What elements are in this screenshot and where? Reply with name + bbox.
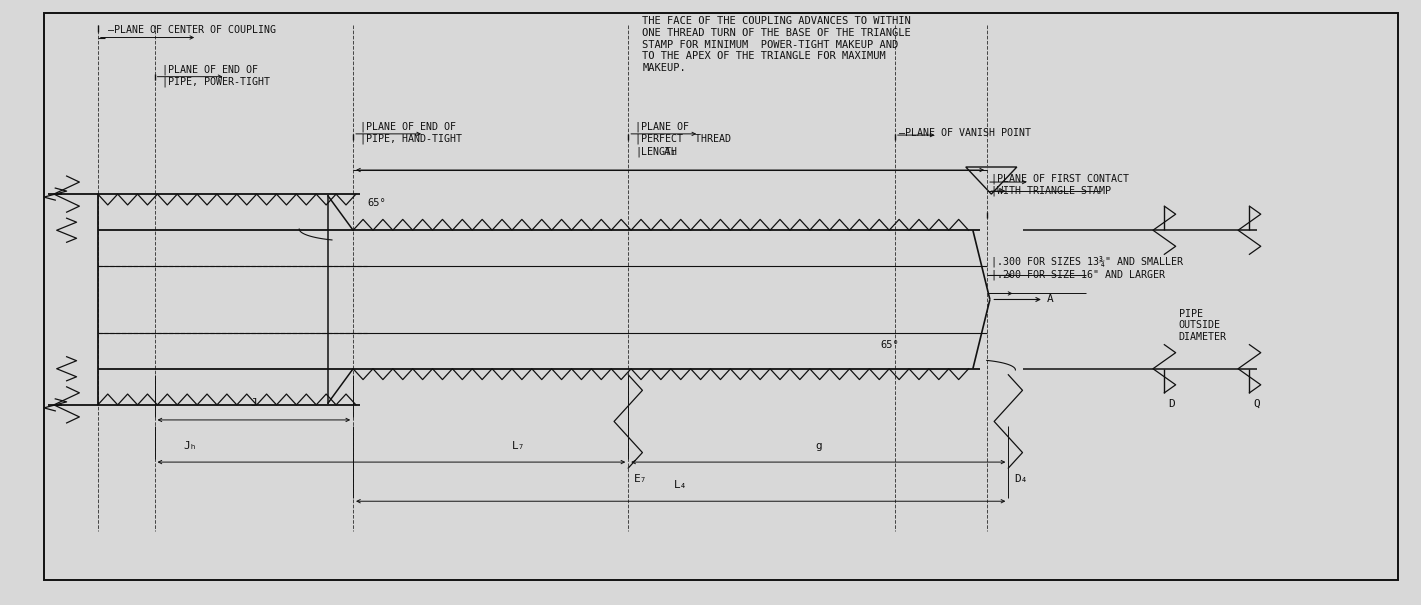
Text: L₄: L₄: [674, 480, 688, 491]
Text: |PLANE OF END OF
|PIPE, POWER-TIGHT: |PLANE OF END OF |PIPE, POWER-TIGHT: [162, 65, 270, 87]
Text: |.300 FOR SIZES 13¾" AND SMALLER
|.200 FOR SIZE 16" AND LARGER: |.300 FOR SIZES 13¾" AND SMALLER |.200 F…: [992, 257, 1184, 280]
Text: —PLANE OF VANISH POINT: —PLANE OF VANISH POINT: [899, 128, 1032, 138]
Text: 65°: 65°: [367, 198, 387, 208]
Text: Jₕ: Jₕ: [183, 441, 196, 451]
Text: Q: Q: [1253, 399, 1260, 409]
Text: D₄: D₄: [1015, 474, 1027, 484]
Text: 65°: 65°: [881, 339, 899, 350]
Text: —PLANE OF CENTER OF COUPLING: —PLANE OF CENTER OF COUPLING: [108, 25, 276, 36]
Text: D: D: [1168, 399, 1175, 409]
Text: J: J: [250, 398, 257, 408]
Text: g: g: [814, 441, 821, 451]
Text: |PLANE OF FIRST CONTACT
|WITH TRIANGLE STAMP: |PLANE OF FIRST CONTACT |WITH TRIANGLE S…: [992, 173, 1130, 195]
Text: A₁: A₁: [664, 147, 676, 157]
Text: A: A: [1047, 295, 1053, 304]
Text: PIPE
OUTSIDE
DIAMETER: PIPE OUTSIDE DIAMETER: [1178, 309, 1226, 342]
Text: L₇: L₇: [513, 441, 526, 451]
Text: THE FACE OF THE COUPLING ADVANCES TO WITHIN
ONE THREAD TURN OF THE BASE OF THE T: THE FACE OF THE COUPLING ADVANCES TO WIT…: [642, 16, 911, 73]
Text: E₇: E₇: [634, 474, 648, 484]
Text: |PLANE OF
|PERFECT  THREAD
|LENGTH: |PLANE OF |PERFECT THREAD |LENGTH: [635, 122, 732, 157]
Text: |PLANE OF END OF
|PIPE, HAND-TIGHT: |PLANE OF END OF |PIPE, HAND-TIGHT: [360, 122, 462, 145]
